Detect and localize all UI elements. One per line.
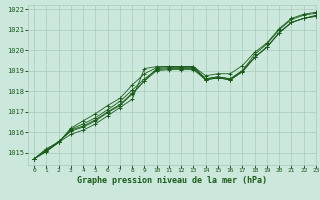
X-axis label: Graphe pression niveau de la mer (hPa): Graphe pression niveau de la mer (hPa) — [77, 176, 267, 185]
